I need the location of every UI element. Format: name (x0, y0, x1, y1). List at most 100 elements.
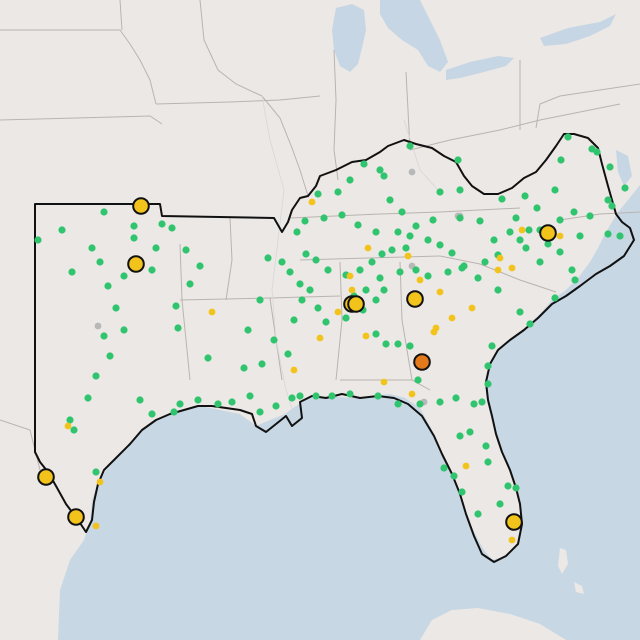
site-marker-green[interactable] (458, 264, 466, 272)
site-marker-green[interactable] (490, 236, 498, 244)
site-marker-green[interactable] (557, 156, 565, 164)
site-marker-green[interactable] (120, 326, 128, 334)
site-marker-green[interactable] (544, 240, 552, 248)
site-marker-green[interactable] (506, 228, 514, 236)
site-marker-green[interactable] (484, 458, 492, 466)
site-marker-yellow[interactable] (64, 422, 72, 430)
site-marker-green[interactable] (148, 410, 156, 418)
site-marker-green[interactable] (496, 500, 504, 508)
site-marker-green[interactable] (296, 392, 304, 400)
site-marker-green[interactable] (278, 258, 286, 266)
site-marker-green[interactable] (586, 212, 594, 220)
site-marker-green[interactable] (104, 282, 112, 290)
site-marker-green[interactable] (196, 262, 204, 270)
site-marker-green[interactable] (478, 398, 486, 406)
site-marker-green[interactable] (312, 392, 320, 400)
site-marker-green[interactable] (298, 296, 306, 304)
site-marker-yellow[interactable] (404, 252, 412, 260)
site-marker-green[interactable] (608, 202, 616, 210)
site-marker-green[interactable] (354, 221, 362, 229)
site-marker-green[interactable] (488, 342, 496, 350)
site-marker-green[interactable] (240, 364, 248, 372)
site-marker-green[interactable] (272, 402, 280, 410)
site-marker-green[interactable] (228, 398, 236, 406)
site-marker-green[interactable] (100, 208, 108, 216)
site-marker-green[interactable] (436, 398, 444, 406)
site-marker-green[interactable] (551, 294, 559, 302)
site-marker-green[interactable] (58, 226, 66, 234)
site-marker-green[interactable] (533, 204, 541, 212)
site-marker-green[interactable] (84, 394, 92, 402)
site-marker-green[interactable] (136, 396, 144, 404)
site-marker-green[interactable] (382, 340, 390, 348)
site-marker-green[interactable] (516, 236, 524, 244)
site-marker-green[interactable] (68, 268, 76, 276)
site-marker-green[interactable] (106, 352, 114, 360)
site-marker-green[interactable] (593, 148, 601, 156)
site-marker-green[interactable] (342, 314, 350, 322)
site-marker-yellow[interactable] (494, 266, 502, 274)
site-marker-green[interactable] (182, 246, 190, 254)
site-marker-yellow[interactable] (96, 478, 104, 486)
site-marker-green[interactable] (284, 350, 292, 358)
site-marker-green[interactable] (356, 266, 364, 274)
site-marker-green[interactable] (526, 320, 534, 328)
site-marker-green[interactable] (604, 196, 612, 204)
site-marker-green[interactable] (256, 296, 264, 304)
site-marker-green[interactable] (556, 216, 564, 224)
site-marker-yellow[interactable] (380, 378, 388, 386)
site-marker-gray[interactable] (408, 168, 416, 176)
site-marker-green[interactable] (412, 266, 420, 274)
site-marker-yellow[interactable] (308, 198, 316, 206)
site-marker-yellow[interactable] (448, 314, 456, 322)
site-marker-yellow[interactable] (346, 272, 354, 280)
site-marker-yellow[interactable] (416, 276, 424, 284)
site-marker-yellow[interactable] (496, 254, 504, 262)
site-marker-green[interactable] (302, 250, 310, 258)
site-marker-green[interactable] (374, 392, 382, 400)
site-marker-yellow[interactable] (556, 232, 564, 240)
site-marker-yellow[interactable] (334, 308, 342, 316)
site-marker-green[interactable] (606, 163, 614, 171)
site-marker-green[interactable] (412, 222, 420, 230)
site-marker-green[interactable] (474, 274, 482, 282)
site-marker-green[interactable] (396, 268, 404, 276)
site-marker-yellow[interactable] (468, 304, 476, 312)
site-marker-green[interactable] (334, 188, 342, 196)
site-marker-green[interactable] (416, 400, 424, 408)
site-marker-green[interactable] (92, 468, 100, 476)
site-marker-green[interactable] (246, 392, 254, 400)
site-marker-green[interactable] (436, 188, 444, 196)
site-marker-green[interactable] (512, 484, 520, 492)
site-marker-yellow[interactable] (508, 264, 516, 272)
site-marker-green[interactable] (92, 372, 100, 380)
site-marker-green[interactable] (516, 308, 524, 316)
site-marker-green[interactable] (204, 354, 212, 362)
site-marker-green[interactable] (152, 244, 160, 252)
site-marker-yellow[interactable] (316, 334, 324, 342)
site-marker-green[interactable] (436, 241, 444, 249)
site-marker-green[interactable] (474, 510, 482, 518)
site-marker-green[interactable] (454, 156, 462, 164)
site-marker-green[interactable] (394, 400, 402, 408)
site-marker-green[interactable] (476, 217, 484, 225)
site-marker-green[interactable] (571, 276, 579, 284)
site-marker-green[interactable] (458, 488, 466, 496)
site-marker-green[interactable] (176, 400, 184, 408)
site-marker-green[interactable] (525, 226, 533, 234)
site-marker-gray[interactable] (94, 322, 102, 330)
major-site-marker-yellow[interactable] (127, 255, 145, 273)
site-marker-yellow[interactable] (208, 308, 216, 316)
site-marker-green[interactable] (394, 340, 402, 348)
site-marker-green[interactable] (112, 304, 120, 312)
site-marker-yellow[interactable] (508, 536, 516, 544)
site-marker-green[interactable] (346, 390, 354, 398)
site-marker-green[interactable] (484, 380, 492, 388)
site-marker-green[interactable] (360, 160, 368, 168)
site-marker-green[interactable] (100, 332, 108, 340)
site-marker-green[interactable] (456, 186, 464, 194)
site-marker-green[interactable] (130, 222, 138, 230)
site-marker-green[interactable] (388, 246, 396, 254)
site-marker-green[interactable] (293, 228, 301, 236)
site-marker-green[interactable] (148, 266, 156, 274)
